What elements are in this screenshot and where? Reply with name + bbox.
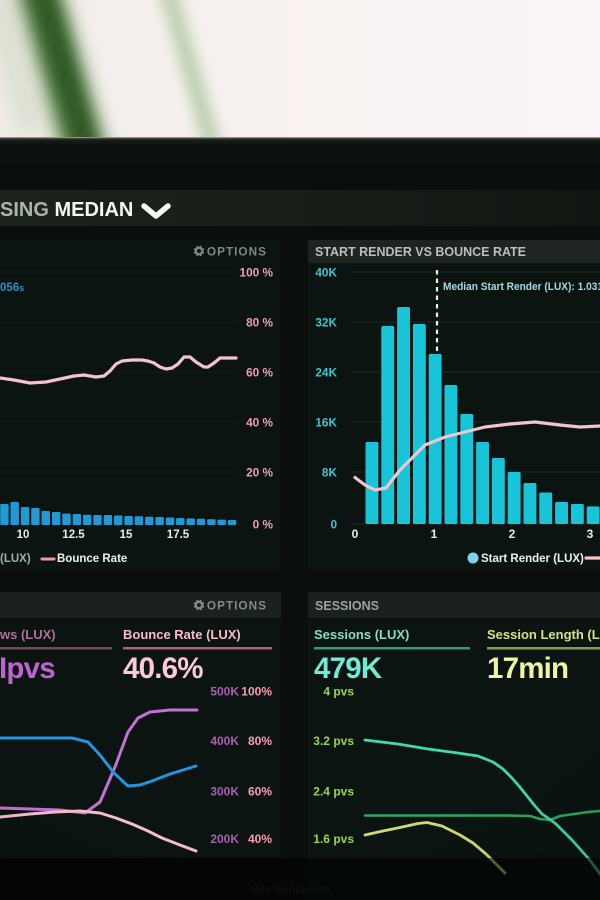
- svg-text:Ipvs: Ipvs: [0, 652, 55, 685]
- svg-text:100%: 100%: [241, 685, 272, 699]
- svg-text:1.6 pvs: 1.6 pvs: [313, 832, 354, 846]
- svg-text:Start Render (LUX): Start Render (LUX): [481, 553, 584, 565]
- svg-text:SESSIONS: SESSIONS: [315, 598, 379, 613]
- svg-text:3.2 pvs: 3.2 pvs: [313, 734, 354, 748]
- svg-text:Median Start Render (LUX): 1.0: Median Start Render (LUX): 1.031: [443, 281, 600, 293]
- svg-text:2: 2: [509, 527, 516, 541]
- svg-text:OPTIONS: OPTIONS: [207, 245, 267, 259]
- svg-text:Session Length (LUX): Session Length (LUX): [487, 627, 600, 642]
- svg-text:(LUX): (LUX): [0, 553, 31, 565]
- svg-text:Bounce Rate (LUX): Bounce Rate (LUX): [123, 627, 241, 642]
- svg-text:3: 3: [587, 527, 594, 541]
- svg-text:479K: 479K: [314, 652, 383, 685]
- svg-text:8K: 8K: [322, 466, 338, 480]
- svg-text:32K: 32K: [315, 316, 337, 330]
- svg-text:500K: 500K: [210, 685, 239, 699]
- svg-text:17min: 17min: [487, 652, 568, 685]
- svg-text:START RENDER VS BOUNCE RATE: START RENDER VS BOUNCE RATE: [315, 244, 526, 259]
- svg-text:24K: 24K: [315, 366, 337, 380]
- svg-text:16K: 16K: [315, 416, 337, 430]
- svg-text:0: 0: [352, 527, 359, 541]
- svg-text:OPTIONS: OPTIONS: [207, 599, 267, 613]
- svg-text:100 %: 100 %: [240, 266, 274, 280]
- svg-text:40%: 40%: [248, 832, 272, 846]
- svg-text:0: 0: [330, 518, 337, 532]
- svg-text:1: 1: [431, 527, 438, 541]
- svg-text:20 %: 20 %: [246, 466, 273, 480]
- svg-text:400K: 400K: [210, 734, 239, 748]
- svg-text:4 pvs: 4 pvs: [323, 685, 354, 699]
- svg-text:0 %: 0 %: [253, 518, 274, 532]
- svg-text:17.5: 17.5: [167, 529, 190, 541]
- svg-text:80 %: 80 %: [246, 316, 273, 330]
- svg-text:Sessions (LUX): Sessions (LUX): [314, 627, 409, 642]
- svg-text:12.5: 12.5: [62, 529, 85, 541]
- svg-text:2.4 pvs: 2.4 pvs: [313, 785, 354, 799]
- svg-text:Bounce Rate: Bounce Rate: [57, 553, 127, 565]
- svg-text:60%: 60%: [248, 785, 272, 799]
- svg-text:80%: 80%: [248, 734, 272, 748]
- svg-text:15: 15: [120, 529, 133, 541]
- svg-text:40 %: 40 %: [246, 416, 273, 430]
- svg-text:ws (LUX): ws (LUX): [0, 627, 56, 642]
- svg-text:300K: 300K: [210, 785, 239, 799]
- svg-text:10: 10: [17, 529, 30, 541]
- svg-text:60 %: 60 %: [246, 366, 273, 380]
- svg-text:200K: 200K: [210, 832, 239, 846]
- svg-text:056s: 056s: [0, 282, 24, 294]
- svg-text:40.6%: 40.6%: [123, 652, 203, 685]
- svg-text:40K: 40K: [315, 266, 337, 280]
